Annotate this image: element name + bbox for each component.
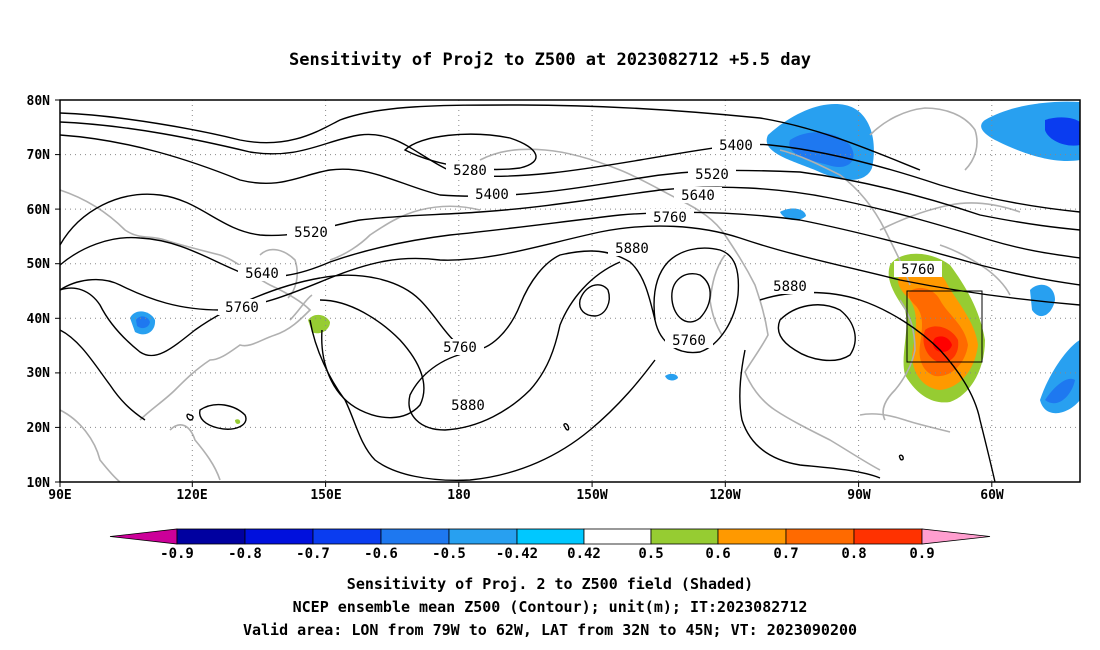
colorbar-swatch [785, 528, 855, 545]
colorbar-swatch [717, 528, 787, 545]
colorbar-tick-label: -0.5 [432, 546, 466, 562]
lat-tick-label: 20N [27, 421, 51, 436]
lon-tick-label: 150W [576, 488, 607, 503]
svg-text:5760: 5760 [225, 300, 259, 316]
lat-tick-label: 80N [27, 94, 51, 109]
colorbar-swatch [380, 528, 450, 545]
map-frame [59, 99, 1081, 483]
caption-line: Sensitivity of Proj. 2 to Z500 field (Sh… [346, 575, 754, 593]
negative-blob-hudson [780, 208, 806, 221]
caption-line: Valid area: LON from 79W to 62W, LAT fro… [242, 621, 858, 639]
svg-text:5520: 5520 [695, 167, 729, 183]
lat-tick-label: 70N [27, 148, 51, 163]
colorbar-swatch [853, 528, 923, 545]
lon-tick-label: 180 [447, 488, 471, 503]
negative-blob-northeast-core [1045, 117, 1080, 146]
map-title: Sensitivity of Proj2 to Z500 at 20230827… [289, 50, 811, 70]
lat-tick-label: 40N [27, 312, 51, 327]
lon-tick-label: 120E [176, 488, 207, 503]
contour-label: 5880 [444, 397, 492, 414]
svg-text:5400: 5400 [475, 187, 509, 203]
contour-label: 5520 [688, 166, 736, 183]
lon-tick-label: 150E [310, 488, 341, 503]
contour-label: 5880 [766, 278, 814, 295]
colorbar-tick-label: -0.7 [296, 546, 330, 562]
colorbar-tick-label: 0.7 [773, 546, 798, 562]
svg-text:5760: 5760 [672, 333, 706, 349]
colorbar-arrow-left [109, 528, 178, 545]
lat-axis: 80N 70N 60N 50N 40N 30N 20N 10N [27, 94, 51, 491]
svg-text:5880: 5880 [773, 279, 807, 295]
contour-label: 5760 [894, 261, 942, 278]
colorbar: -0.9 -0.8 -0.7 -0.6 -0.5 -0.42 0.42 0.5 0.6 0.7 0.… [109, 528, 991, 562]
lat-tick-label: 50N [27, 257, 51, 272]
contour-label: 5520 [287, 224, 335, 241]
negative-blob-northeast [981, 101, 1080, 161]
contour-label: 5760 [218, 299, 266, 316]
lon-axis: 90E 120E 150E 180 150W 120W 90W 60W [48, 488, 1004, 503]
colorbar-tick-label: 0.42 [567, 546, 601, 562]
lon-tick-label: 90E [48, 488, 71, 503]
colorbar-swatch [650, 528, 719, 545]
contour-label: 5400 [712, 137, 760, 154]
colorbar-swatch [448, 528, 518, 545]
svg-text:5760: 5760 [653, 210, 687, 226]
colorbar-arrow-right [921, 528, 991, 545]
svg-text:5880: 5880 [615, 241, 649, 257]
colorbar-tick-label: -0.42 [496, 546, 538, 562]
negative-blob-atlantic-south [1040, 340, 1080, 414]
colorbar-tick-label: 0.9 [909, 546, 934, 562]
svg-text:5520: 5520 [294, 225, 328, 241]
colorbar-swatch [244, 528, 314, 545]
coastlines [59, 107, 1021, 483]
negative-blob-china-core [136, 316, 150, 329]
contour-label: 5280 [446, 162, 494, 179]
colorbar-swatch [176, 528, 246, 545]
lat-tick-label: 30N [27, 366, 51, 381]
negative-blob-pacific [665, 373, 678, 381]
contour-label: 5400 [468, 186, 516, 203]
valid-area-box [906, 290, 983, 363]
svg-text:5760: 5760 [443, 340, 477, 356]
colorbar-tick-label: -0.6 [364, 546, 398, 562]
colorbar-tick-label: 0.6 [705, 546, 730, 562]
colorbar-tick-label: 0.8 [841, 546, 866, 562]
svg-text:5640: 5640 [681, 188, 715, 204]
caption-block: Sensitivity of Proj. 2 to Z500 field (Sh… [0, 573, 1100, 642]
caption-line: NCEP ensemble mean Z500 (Contour); unit(… [292, 598, 808, 616]
svg-text:5400: 5400 [719, 138, 753, 154]
grid-lines [59, 100, 1080, 482]
positive-blob-dot [235, 419, 241, 424]
z500-contours [59, 104, 1081, 483]
negative-blob-atlantic [1030, 284, 1055, 317]
contour-label: 5760 [665, 332, 713, 349]
negative-blob-atlantic-south-core [1045, 378, 1075, 404]
lat-tick-label: 60N [27, 203, 51, 218]
lon-tick-label: 60W [980, 488, 1004, 503]
colorbar-tick-label: -0.9 [160, 546, 194, 562]
colorbar-tick-label: 0.5 [638, 546, 663, 562]
contour-label: 5760 [436, 339, 484, 356]
lon-tick-label: 120W [709, 488, 740, 503]
lon-tick-label: 90W [847, 488, 871, 503]
colorbar-tick-label: -0.8 [228, 546, 262, 562]
svg-text:5760: 5760 [901, 262, 935, 278]
contour-label: 5880 [608, 240, 656, 257]
positive-blob-pacific [308, 314, 330, 334]
contour-labels: 5280 5400 5520 5640 5760 5880 5400 5520 … [218, 137, 942, 414]
lat-tick-label: 10N [27, 476, 51, 491]
colorbar-swatch [583, 528, 652, 545]
svg-text:5280: 5280 [453, 163, 487, 179]
svg-text:5880: 5880 [451, 398, 485, 414]
contour-label: 5640 [674, 187, 722, 204]
svg-text:5640: 5640 [245, 266, 279, 282]
contour-label: 5760 [646, 209, 694, 226]
colorbar-swatch [312, 528, 382, 545]
colorbar-swatch [516, 528, 585, 545]
contour-label: 5640 [238, 265, 286, 282]
